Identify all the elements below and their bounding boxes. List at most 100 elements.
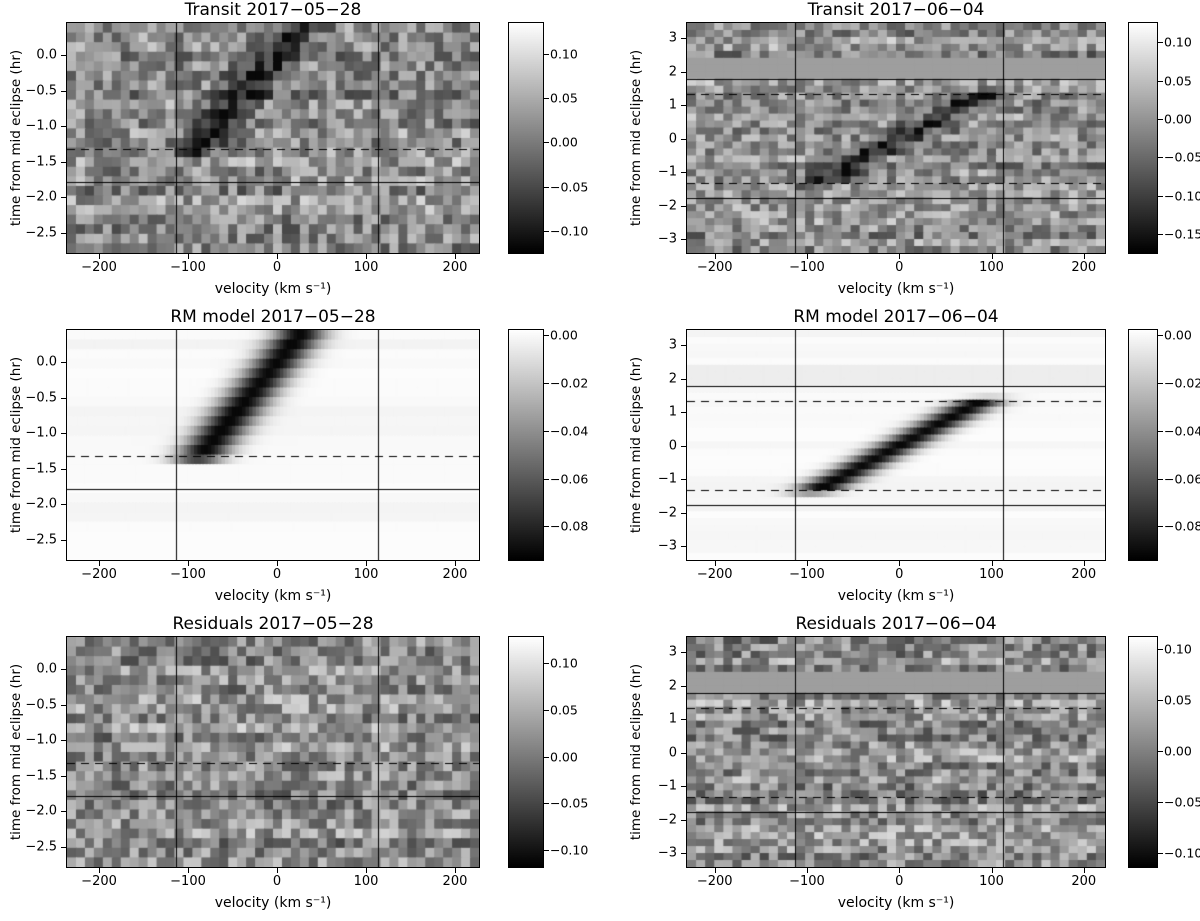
x-tick-label: 200 [1071,567,1097,582]
colorbar-tick-mark [1158,526,1163,528]
colorbar-tick-label: −0.15 [1164,226,1200,242]
colorbar-tick-mark [544,230,549,232]
colorbar-tick-mark [544,803,549,805]
y-tick-label: 3 [668,644,677,660]
colorbar-tick-mark [544,98,549,100]
colorbar-tick-label: −0.06 [1164,471,1200,487]
x-tick-mark [365,868,367,873]
heatmap-plot-area [686,22,1106,254]
colorbar-tick-label: −0.05 [1164,794,1200,810]
colorbar-tick-label: −0.10 [1164,188,1200,203]
colorbar-tick-label: 0.05 [550,90,578,106]
x-tick-label: 0 [272,567,282,582]
panel-rm-model-2017-05-28: RM model 2017−05−28 time from mid eclips… [0,307,600,614]
heatmap-plot-area [686,329,1106,561]
heatmap-plot-area [66,22,480,254]
x-tick-mark [277,254,278,259]
colorbar [508,636,544,868]
x-tick-mark [277,868,278,873]
y-tick-label: −2.5 [25,839,57,855]
x-tick-label: −100 [170,567,206,582]
x-tick-mark [714,868,716,873]
panel-residuals-2017-05-28: Residuals 2017−05−28 time from mid eclip… [0,614,600,921]
x-tick-mark [188,868,190,873]
x-tick-label: −200 [81,874,117,889]
heatmap-plot-area [66,329,480,561]
x-tick-mark [188,561,190,566]
x-tick-label: −100 [789,874,825,889]
colorbar-tick-mark [1158,478,1163,480]
x-tick-label: 100 [353,260,379,275]
x-tick-mark [454,868,456,873]
colorbar-gradient [509,23,543,253]
colorbar-tick-mark [1158,157,1163,159]
x-tick-label: 200 [442,567,468,582]
x-tick-label: 100 [979,874,1004,889]
colorbar-tick-mark [1158,195,1163,197]
colorbar-tick-label: −0.08 [1164,518,1200,534]
x-tick-label: 100 [979,567,1004,582]
colorbar-tick-mark [544,142,549,144]
y-tick-label: 3 [668,30,677,46]
colorbar-tick-label: −0.05 [1164,149,1200,165]
colorbar-tick-mark [1158,80,1163,82]
panel-title: RM model 2017−06−04 [793,307,999,327]
colorbar-tick-label: 0.10 [1164,34,1192,50]
x-tick-label: 100 [353,567,379,582]
colorbar-tick-mark [544,663,549,665]
y-tick-label: 3 [668,337,677,353]
x-tick-mark [806,868,808,873]
y-tick-label: −2.5 [25,532,57,548]
y-tick-label: −2.5 [25,225,57,241]
colorbar-tick-mark [1158,700,1163,702]
x-axis-title: velocity (km s⁻¹) [214,588,332,604]
panel-rm-model-2017-06-04: RM model 2017−06−04 time from mid eclips… [600,307,1200,614]
x-tick-mark [454,561,456,566]
x-tick-label: 100 [979,260,1004,275]
heatmap-canvas [67,330,479,560]
colorbar-tick-label: −0.05 [550,179,589,195]
x-tick-label: −200 [696,260,733,275]
y-axis-title: time from mid eclipse (hr) [628,49,644,227]
x-tick-label: 0 [272,874,282,889]
colorbar-tick-label: 0.00 [1164,327,1192,343]
x-tick-mark [991,254,993,259]
x-tick-mark [277,561,278,566]
colorbar-tick-label: −0.04 [550,423,589,439]
colorbar-tick-mark [544,382,549,384]
x-tick-label: −100 [789,567,825,582]
colorbar-tick-label: −0.06 [550,471,589,487]
colorbar-tick-mark [544,186,549,188]
panel-title: Residuals 2017−06−04 [795,614,997,634]
x-tick-mark [365,561,367,566]
colorbar-tick-mark [1158,649,1163,651]
y-tick-label: −3 [657,538,677,554]
heatmap-canvas [687,330,1105,560]
colorbar-tick-mark [544,850,549,852]
x-tick-label: −200 [696,567,733,582]
panel-residuals-2017-06-04: Residuals 2017−06−04 time from mid eclip… [600,614,1200,921]
x-tick-label: −100 [170,874,206,889]
colorbar-tick-label: 0.05 [1164,73,1192,88]
colorbar-tick-mark [1158,430,1163,432]
x-tick-label: −200 [81,260,117,275]
colorbar-tick-label: −0.10 [550,223,589,239]
y-tick-label: −3 [657,845,677,861]
heatmap-canvas [687,637,1105,867]
panel-title: RM model 2017−05−28 [170,307,376,327]
colorbar-tick-mark [1158,750,1163,752]
colorbar-tick-label: 0.00 [550,134,578,150]
x-tick-label: 200 [1071,874,1097,889]
heatmap-canvas [67,637,479,867]
x-tick-mark [454,254,456,259]
colorbar-tick-label: −0.10 [1164,845,1200,861]
colorbar-gradient [509,637,543,867]
colorbar-tick-mark [544,709,549,711]
x-tick-label: 0 [895,260,904,275]
colorbar-tick-mark [544,53,549,55]
panel-title: Transit 2017−06−04 [807,0,985,20]
x-tick-mark [899,254,901,259]
colorbar-tick-mark [1158,42,1163,44]
colorbar-tick-label: 0.10 [550,655,578,671]
